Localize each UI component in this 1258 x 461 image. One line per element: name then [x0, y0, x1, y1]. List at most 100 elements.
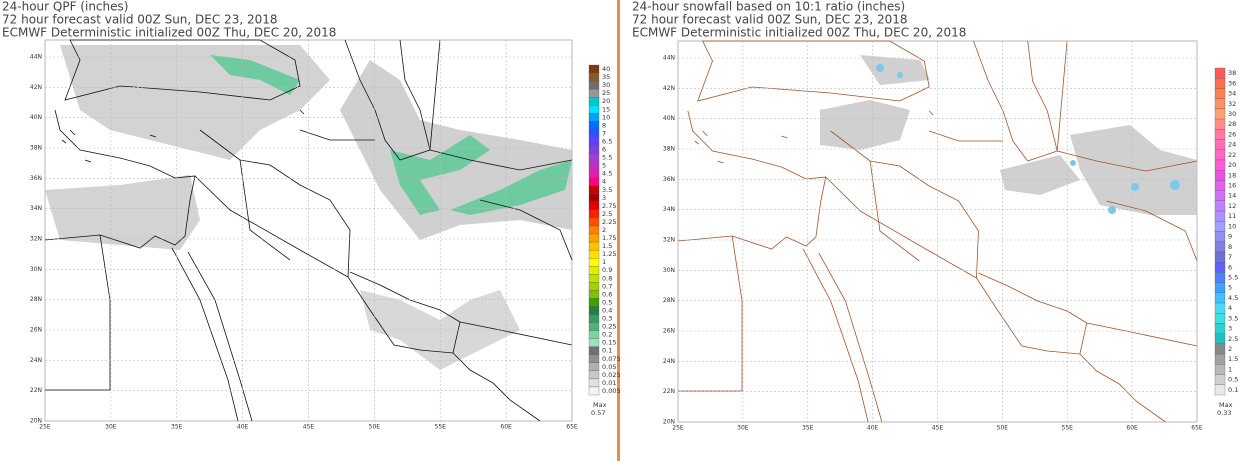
colorbar-box	[1214, 149, 1226, 161]
colorbar-box	[1214, 384, 1226, 396]
colorbar-label: 2	[602, 226, 606, 234]
colorbar-label: 22	[1228, 151, 1236, 159]
colorbar-box	[588, 129, 600, 138]
lon-label: 30E	[737, 425, 749, 432]
colorbar-label: 30	[1228, 110, 1236, 118]
colorbar-box	[1214, 139, 1226, 150]
colorbar-label: 35	[602, 73, 610, 81]
colorbar-box	[588, 370, 600, 380]
lon-label: 25E	[672, 425, 684, 432]
colorbar-label: 1.75	[602, 234, 616, 242]
colorbar-box	[1214, 282, 1226, 293]
colorbar-label: 26	[1228, 130, 1236, 138]
colorbar-label: 3.5	[602, 186, 612, 194]
colorbar-label: 2.75	[602, 202, 616, 210]
colorbar-box	[588, 386, 600, 396]
colorbar-box	[1214, 129, 1226, 140]
lon-label: 60E	[500, 424, 512, 431]
colorbar-box	[1214, 170, 1226, 181]
map-right	[677, 40, 1198, 423]
colorbar-label: 0.6	[602, 290, 612, 298]
colorbar-label: 7	[1228, 253, 1232, 261]
lat-label: 26N	[30, 327, 42, 334]
lat-label: 38N	[663, 146, 675, 153]
lon-label: 40E	[867, 425, 879, 432]
colorbar-box	[588, 145, 600, 154]
lon-label: 25E	[39, 424, 51, 431]
colorbar-label: 3	[602, 194, 606, 202]
colorbar-box	[1214, 118, 1226, 130]
precip-green	[210, 55, 572, 215]
lat-label: 44N	[663, 55, 675, 62]
colorbar-label: 11	[1228, 212, 1236, 220]
colorbar-box	[1214, 353, 1226, 365]
colorbar-label: 1	[1228, 365, 1232, 373]
lon-label: 65E	[1191, 425, 1203, 432]
lat-label: 40N	[663, 115, 675, 122]
lat-label: 30N	[663, 267, 675, 274]
colorbar-label: 9	[1228, 233, 1232, 241]
colorbar-label: 0.5	[1228, 376, 1238, 384]
colorbar-label: 30	[602, 81, 610, 89]
lat-label: 32N	[30, 236, 42, 243]
colorbar-label: 8	[1228, 243, 1232, 251]
title-line: 24-hour QPF (inches)	[2, 0, 128, 14]
colorbar-box	[1214, 210, 1226, 222]
lon-label: 55E	[1062, 425, 1074, 432]
colorbar-label: 25	[602, 89, 610, 97]
colorbar-box	[588, 225, 600, 235]
colorbar-box	[588, 282, 600, 291]
colorbar-box	[588, 290, 600, 299]
colorbar-label: 5	[1228, 284, 1232, 292]
colorbar-box	[1214, 343, 1226, 355]
colorbar-label: 4	[602, 178, 606, 186]
colorbar-label: 1.5	[602, 242, 612, 250]
colorbar-label: 1	[602, 258, 606, 266]
snow-blue	[876, 64, 1180, 214]
lat-label: 36N	[30, 175, 42, 182]
colorbar-box	[1214, 88, 1226, 99]
lon-label: 55E	[435, 424, 447, 431]
colorbar-box	[588, 64, 600, 74]
colorbar-label: 4.5	[602, 170, 612, 178]
colorbar-box	[588, 169, 600, 178]
colorbar-box	[588, 346, 600, 355]
lon-label: 35E	[171, 424, 183, 431]
title-line: ECMWF Deterministic initialized 00Z Thu,…	[2, 26, 336, 40]
lat-label: 22N	[30, 387, 42, 394]
lat-label: 30N	[30, 266, 42, 273]
colorbar-box	[1214, 313, 1226, 324]
colorbar-box	[588, 97, 600, 106]
colorbar-box	[588, 88, 600, 98]
colorbar-label: 0.1	[602, 347, 612, 355]
colorbar-label: 6.5	[602, 137, 612, 145]
lat-label: 32N	[663, 237, 675, 244]
colorbar-label: 14	[1228, 192, 1236, 200]
colorbar-box	[588, 306, 600, 315]
colorbar-box	[588, 113, 600, 122]
colorbar-box	[588, 209, 600, 219]
colorbar-box	[588, 185, 600, 194]
colorbar-box	[1214, 241, 1226, 253]
colorbar-box	[1214, 272, 1226, 283]
colorbar-box	[588, 217, 600, 227]
lon-label: 30E	[105, 424, 117, 431]
max-label: Max	[593, 401, 607, 409]
colorbar-box	[1214, 67, 1226, 79]
colorbar-box	[588, 121, 600, 130]
lat-label: 40N	[30, 114, 42, 121]
colorbar-box	[588, 362, 600, 372]
colorbar-label: 2	[1228, 345, 1232, 353]
max-label: Max	[1219, 401, 1233, 409]
colorbar-box	[1214, 364, 1226, 375]
colorbar-label: 10	[1228, 222, 1236, 230]
lat-label: 36N	[663, 176, 675, 183]
colorbar-label: 0.025	[602, 371, 621, 379]
lat-label: 28N	[30, 296, 42, 303]
colorbar-box	[588, 161, 600, 170]
lat-label: 26N	[663, 328, 675, 335]
colorbar-label: 1.25	[602, 250, 616, 258]
lat-label: 34N	[30, 205, 42, 212]
colorbar-box	[1214, 323, 1226, 334]
